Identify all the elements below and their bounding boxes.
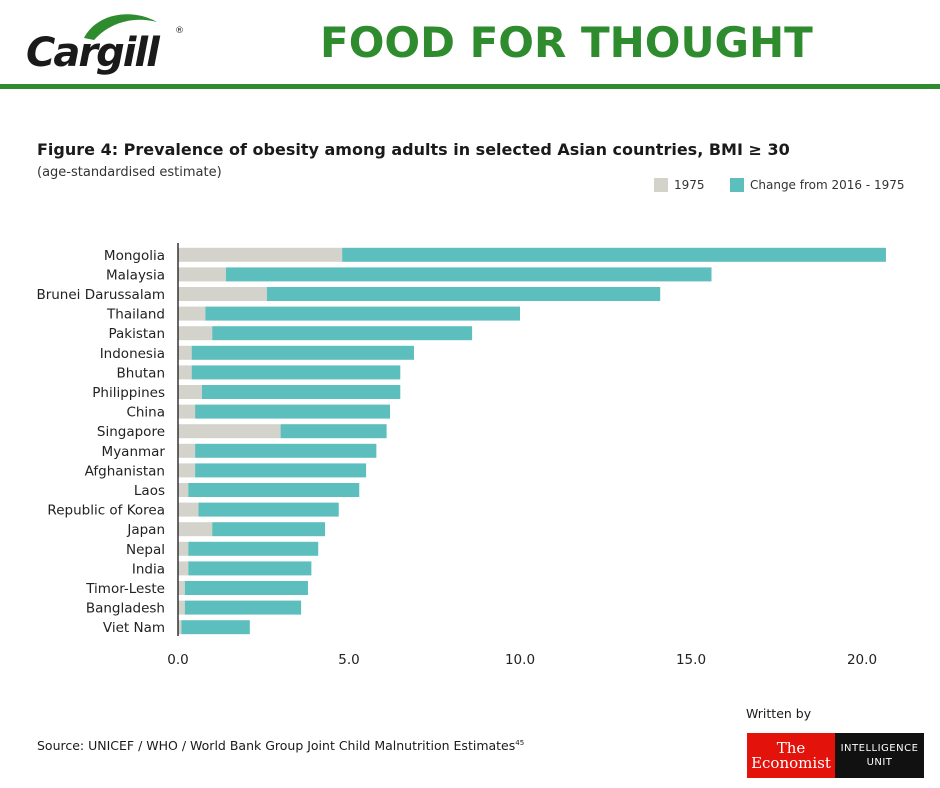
category-label-6: Bhutan bbox=[117, 365, 166, 381]
bar-1975-14 bbox=[178, 522, 213, 537]
bar-1975-3 bbox=[178, 306, 206, 321]
unit-line1: INTELLIGENCE bbox=[840, 742, 919, 754]
bar-change-2 bbox=[266, 287, 661, 301]
bar-change-15 bbox=[188, 541, 319, 556]
bar-change-1 bbox=[225, 267, 712, 282]
bar-1975-15 bbox=[178, 541, 189, 556]
legend-swatch-change bbox=[730, 178, 744, 192]
bar-change-7 bbox=[201, 385, 401, 399]
bar-change-5 bbox=[191, 345, 414, 360]
figure-subtitle: (age-standardised estimate) bbox=[37, 165, 222, 180]
source-text: Source: UNICEF / WHO / World Bank Group … bbox=[37, 738, 516, 753]
category-label-14: Japan bbox=[126, 522, 165, 538]
economist-logo: The Economist bbox=[747, 733, 835, 778]
bar-change-10 bbox=[195, 443, 377, 458]
bar-1975-9 bbox=[178, 424, 281, 439]
category-label-11: Afghanistan bbox=[85, 463, 165, 479]
legend-swatch-1975 bbox=[654, 178, 668, 192]
logo-registered-mark: ® bbox=[175, 26, 184, 36]
x-tick-label-2: 10.0 bbox=[505, 652, 535, 668]
category-label-18: Bangladesh bbox=[86, 601, 165, 617]
category-label-1: Malaysia bbox=[106, 267, 165, 283]
bar-change-8 bbox=[195, 404, 391, 419]
leaf-icon bbox=[84, 14, 157, 40]
bar-1975-10 bbox=[178, 443, 196, 458]
legend-label-1975: 1975 bbox=[674, 178, 705, 192]
bar-change-18 bbox=[184, 600, 302, 615]
x-tick-label-3: 15.0 bbox=[676, 652, 706, 668]
x-tick-label-1: 5.0 bbox=[338, 652, 359, 668]
bar-1975-5 bbox=[178, 345, 192, 360]
bar-change-19 bbox=[181, 620, 250, 635]
header-divider bbox=[0, 84, 940, 89]
obesity-bar-chart: Mongolia Malaysia Brunei Darussalam Thailan… bbox=[36, 243, 886, 668]
category-label-5: Indonesia bbox=[100, 346, 165, 362]
category-label-10: Myanmar bbox=[102, 444, 166, 460]
category-label-19: Viet Nam bbox=[103, 620, 165, 636]
economist-line2: Economist bbox=[751, 753, 831, 772]
bar-1975-12 bbox=[178, 483, 189, 497]
bar-1975-8 bbox=[178, 404, 196, 419]
source-note: Source: UNICEF / WHO / World Bank Group … bbox=[37, 738, 524, 753]
bar-1975-18 bbox=[178, 600, 185, 615]
category-label-17: Timor-Leste bbox=[85, 581, 165, 597]
economist-line1: The bbox=[776, 738, 806, 757]
x-tick-label-4: 20.0 bbox=[847, 652, 877, 668]
bar-1975-17 bbox=[178, 581, 185, 595]
bar-change-14 bbox=[212, 522, 326, 537]
bar-change-9 bbox=[280, 424, 387, 439]
category-label-4: Pakistan bbox=[108, 326, 165, 342]
bar-change-13 bbox=[198, 502, 339, 517]
category-label-16: India bbox=[132, 561, 165, 577]
category-label-7: Philippines bbox=[92, 385, 165, 401]
bar-change-11 bbox=[195, 463, 367, 478]
legend-item-change: Change from 2016 - 1975 bbox=[730, 178, 905, 192]
bar-1975-11 bbox=[178, 463, 196, 478]
bar-1975-4 bbox=[178, 326, 213, 341]
logo-text: Cargill bbox=[26, 30, 160, 76]
bar-1975-13 bbox=[178, 502, 199, 517]
category-label-15: Nepal bbox=[126, 542, 165, 558]
x-tick-label-0: 0.0 bbox=[167, 652, 188, 668]
category-label-9: Singapore bbox=[97, 424, 165, 440]
figure-title: Figure 4: Prevalence of obesity among ad… bbox=[37, 140, 790, 159]
bar-change-4 bbox=[212, 326, 473, 341]
bar-change-16 bbox=[188, 561, 312, 576]
category-label-2: Brunei Darussalam bbox=[36, 287, 165, 303]
bar-1975-1 bbox=[178, 267, 226, 282]
category-label-12: Laos bbox=[134, 483, 165, 499]
page-header: Cargill ® FOOD FOR THOUGHT bbox=[0, 0, 940, 90]
category-label-0: Mongolia bbox=[104, 248, 165, 264]
legend-item-1975: 1975 bbox=[654, 178, 705, 192]
written-by-label: Written by bbox=[746, 706, 812, 721]
page-title: FOOD FOR THOUGHT bbox=[320, 18, 813, 67]
legend-label-change: Change from 2016 - 1975 bbox=[750, 178, 905, 192]
bar-change-0 bbox=[342, 247, 886, 262]
bar-1975-7 bbox=[178, 385, 202, 399]
cargill-logo: Cargill ® bbox=[22, 8, 192, 82]
bar-1975-6 bbox=[178, 365, 192, 380]
category-label-13: Republic of Korea bbox=[47, 503, 165, 519]
category-label-3: Thailand bbox=[106, 307, 165, 323]
intelligence-unit-logo: INTELLIGENCE UNIT bbox=[835, 733, 924, 778]
bar-change-17 bbox=[184, 581, 308, 595]
bar-1975-2 bbox=[178, 287, 267, 301]
bar-change-3 bbox=[205, 306, 521, 321]
bar-1975-19 bbox=[178, 620, 182, 635]
bar-1975-0 bbox=[178, 247, 343, 262]
unit-line2: UNIT bbox=[866, 756, 893, 768]
bar-change-12 bbox=[188, 483, 360, 497]
bar-change-6 bbox=[191, 365, 401, 380]
source-footnote: 45 bbox=[515, 738, 525, 747]
category-label-8: China bbox=[126, 405, 165, 421]
bar-1975-16 bbox=[178, 561, 189, 576]
